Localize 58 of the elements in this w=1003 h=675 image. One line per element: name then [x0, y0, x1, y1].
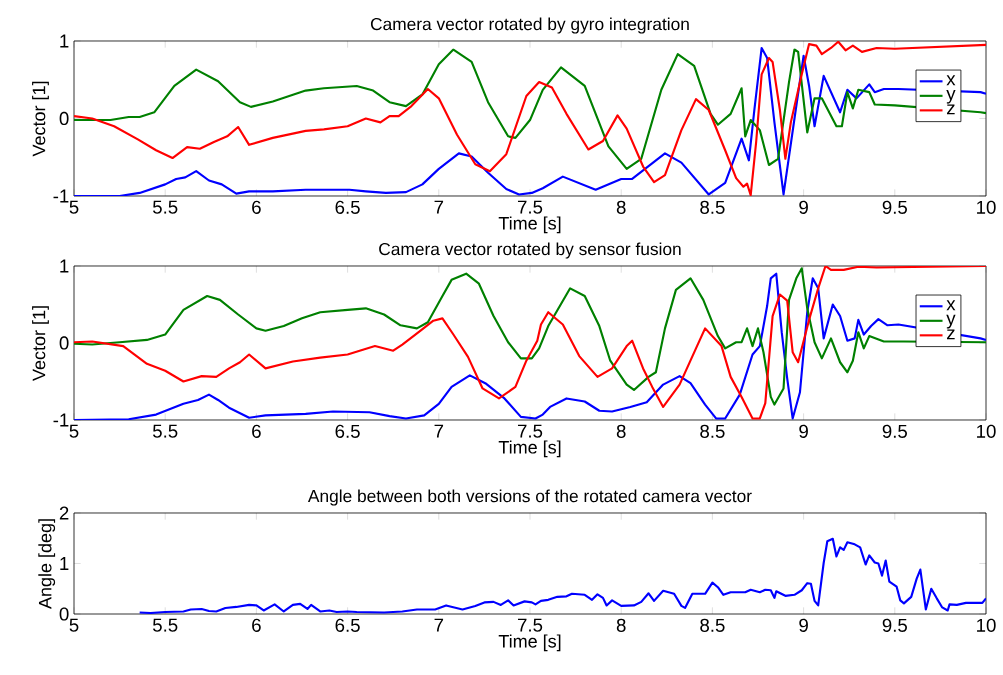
legend-label: x — [946, 300, 956, 311]
x-tick-label: 6.5 — [335, 200, 360, 214]
x-tick-label: 8.5 — [700, 424, 725, 438]
chart-title: Angle between both versions of the rotated camera vector — [307, 489, 752, 506]
x-axis-title: Time [s] — [498, 216, 561, 234]
x-tick-label: 5.5 — [152, 618, 178, 632]
x-tick-label: 8 — [616, 200, 626, 214]
x-tick-label: 9 — [799, 424, 808, 438]
x-tick-label: 7 — [434, 200, 444, 214]
x-tick-label: 10 — [977, 200, 996, 214]
x-tick-label: 9.5 — [882, 200, 907, 214]
x-tick-label: 5.5 — [152, 200, 178, 214]
y-axis-title: Angle [deg] — [38, 519, 56, 609]
y-tick-label: 0 — [59, 607, 69, 621]
x-axis-title: Time [s] — [498, 634, 561, 652]
legend-label: y — [946, 314, 956, 329]
y-tick-label: -1 — [53, 189, 69, 203]
x-tick-label: 9.5 — [882, 618, 907, 632]
x-tick-label: 5 — [69, 200, 79, 214]
y-tick-label: 1 — [60, 557, 69, 570]
y-tick-label: -1 — [53, 413, 69, 427]
x-tick-label: 7.5 — [517, 424, 543, 438]
x-tick-label: 8.5 — [700, 200, 725, 214]
x-tick-label: 9 — [799, 200, 808, 214]
x-tick-label: 8.5 — [700, 618, 725, 632]
x-tick-label: 9 — [799, 618, 808, 632]
x-axis-title: Time [s] — [498, 440, 561, 458]
chart-title: Camera vector rotated by sensor fusion — [379, 242, 681, 259]
x-tick-label: 8 — [616, 618, 626, 632]
line-series — [74, 48, 987, 170]
x-tick-label: 10 — [977, 424, 996, 438]
y-tick-label: 1 — [60, 259, 69, 273]
x-tick-label: 7.5 — [517, 618, 543, 632]
y-tick-label: 0 — [59, 336, 69, 350]
x-tick-label: 7 — [434, 618, 444, 632]
x-tick-label: 6.5 — [335, 424, 360, 438]
x-tick-label: 5 — [69, 424, 79, 438]
x-tick-label: 9.5 — [882, 424, 907, 438]
y-axis-title: Vector [1] — [32, 306, 49, 381]
x-tick-label: 7 — [434, 424, 444, 438]
legend-label: x — [946, 75, 956, 86]
legend-label: y — [946, 89, 956, 104]
legend-label: z — [947, 104, 955, 115]
x-tick-label: 8 — [616, 424, 626, 438]
x-tick-label: 6.5 — [335, 618, 360, 632]
x-tick-label: 5 — [69, 618, 79, 632]
chart-title: Camera vector rotated by gyro integration — [370, 17, 689, 34]
y-tick-label: 1 — [60, 34, 69, 48]
x-tick-label: 7.5 — [517, 200, 543, 214]
y-tick-label: 2 — [59, 506, 69, 520]
x-tick-label: 6 — [252, 618, 261, 632]
legend-label: z — [947, 329, 955, 340]
x-tick-label: 6 — [252, 200, 261, 214]
x-tick-label: 10 — [977, 618, 996, 632]
y-axis-title: Vector [1] — [32, 81, 49, 157]
x-tick-label: 6 — [252, 424, 261, 438]
x-tick-label: 5.5 — [152, 424, 178, 438]
y-tick-label: 0 — [59, 111, 69, 126]
